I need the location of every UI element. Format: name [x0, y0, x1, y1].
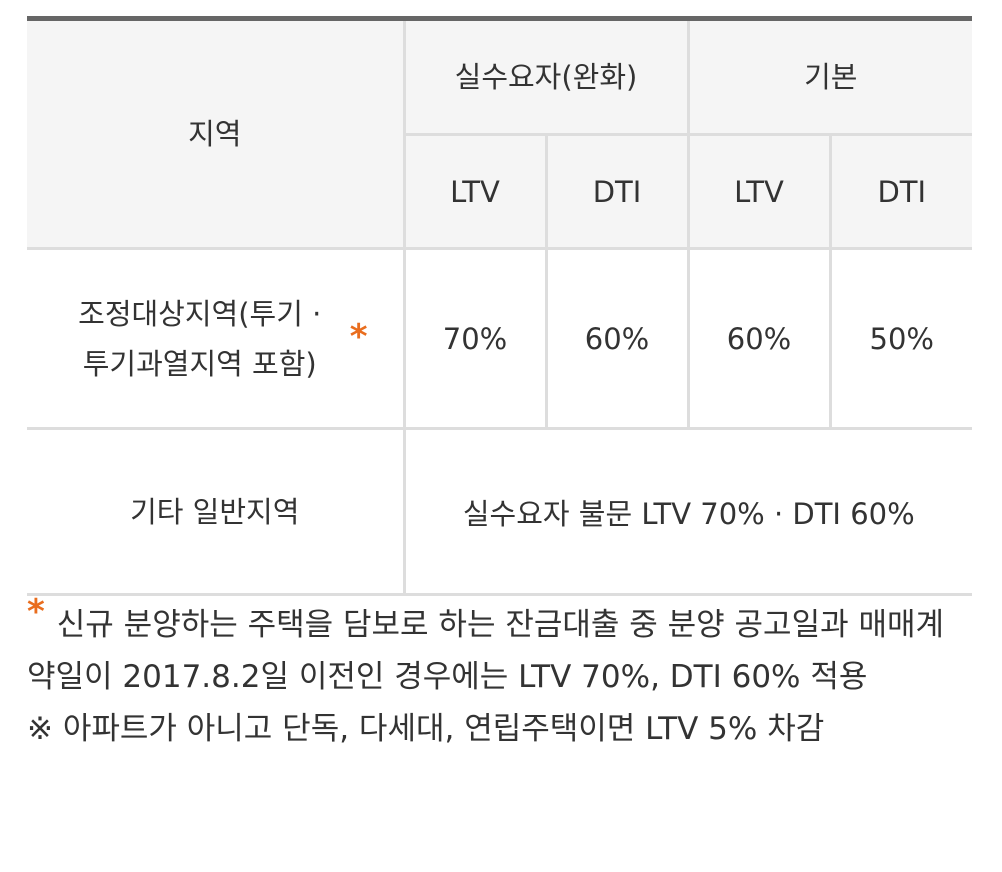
- region-line-2: 투기과열지역 포함): [82, 346, 317, 381]
- header-group-relaxed: 실수요자(완화): [402, 18, 688, 136]
- ltv-dti-content: 지역 실수요자(완화) 기본 LTV DTI LTV DTI 조정대상지역(투기…: [27, 16, 972, 755]
- header-row-groups: 지역 실수요자(완화) 기본: [27, 18, 972, 250]
- header-basic-ltv: LTV: [686, 134, 830, 250]
- header-relaxed-dti: DTI: [544, 134, 688, 250]
- value-basic-ltv: 60%: [686, 248, 830, 430]
- asterisk-marker: *: [349, 317, 368, 357]
- table-row: 기타 일반지역 실수요자 불문 LTV 70% · DTI 60%: [27, 428, 972, 596]
- value-basic-dti: 50%: [828, 248, 972, 430]
- asterisk-marker: *: [27, 592, 45, 632]
- ltv-dti-table: 지역 실수요자(완화) 기본 LTV DTI LTV DTI 조정대상지역(투기…: [27, 16, 972, 596]
- table-row: 조정대상지역(투기 · 투기과열지역 포함) * 70% 60% 60% 50%: [27, 248, 972, 430]
- header-row-metrics: LTV DTI LTV DTI: [27, 134, 972, 250]
- value-merged-other: 실수요자 불문 LTV 70% · DTI 60%: [402, 428, 972, 596]
- region-line-1: 조정대상지역(투기 ·: [78, 296, 322, 331]
- footnote-1: * 신규 분양하는 주택을 담보로 하는 잔금대출 중 분양 공고일과 매매계약일…: [27, 592, 972, 703]
- header-basic-dti: DTI: [828, 134, 972, 250]
- footnote-2: ※ 아파트가 아니고 단독, 다세대, 연립주택이면 LTV 5% 차감: [27, 711, 825, 747]
- region-cell-adjusted: 조정대상지역(투기 · 투기과열지역 포함) *: [27, 248, 404, 430]
- header-relaxed-ltv: LTV: [402, 134, 546, 250]
- footnotes: * 신규 분양하는 주택을 담보로 하는 잔금대출 중 분양 공고일과 매매계약일…: [27, 592, 972, 755]
- value-relaxed-dti: 60%: [544, 248, 688, 430]
- footnote-1-text: 신규 분양하는 주택을 담보로 하는 잔금대출 중 분양 공고일과 매매계약일이…: [27, 607, 945, 695]
- header-region: 지역: [27, 18, 404, 250]
- region-cell-other: 기타 일반지역: [27, 428, 404, 596]
- header-group-basic: 기본: [686, 18, 972, 136]
- value-relaxed-ltv: 70%: [402, 248, 546, 430]
